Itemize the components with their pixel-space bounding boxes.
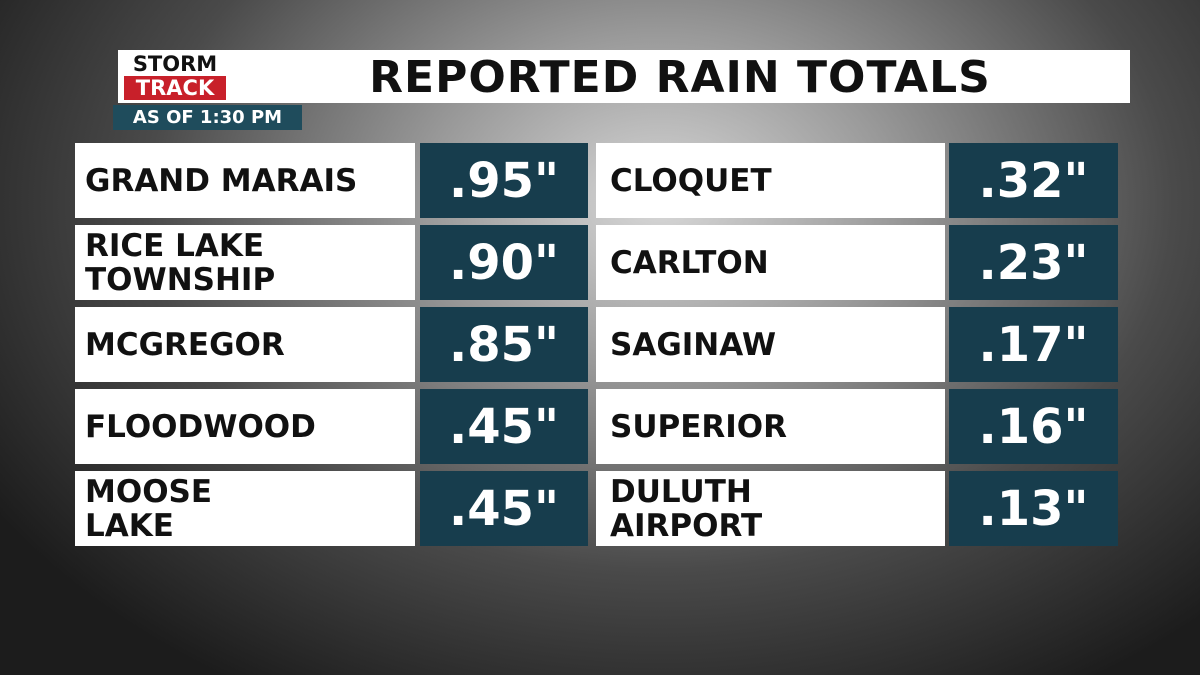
name-line: CLOQUET bbox=[610, 162, 772, 199]
rain-total: .45" bbox=[420, 471, 588, 546]
rain-total: .90" bbox=[420, 225, 588, 300]
rain-total: .85" bbox=[420, 307, 588, 382]
name-line: RICE LAKE bbox=[85, 227, 265, 264]
location-name: MOOSE LAKE bbox=[75, 471, 415, 546]
rain-total: .16" bbox=[949, 389, 1118, 464]
logo-text: STORM bbox=[132, 52, 218, 76]
location-name: CLOQUET bbox=[596, 143, 945, 218]
subtitle: AS OF 1:30 PM bbox=[113, 105, 302, 130]
name-line: MOOSE bbox=[85, 473, 213, 510]
name-line: TOWNSHIP bbox=[85, 261, 276, 298]
rain-total: .17" bbox=[949, 307, 1118, 382]
rain-total: .95" bbox=[420, 143, 588, 218]
logo-text: TRACK bbox=[124, 76, 226, 100]
logo: STORM TRACK bbox=[118, 50, 232, 103]
name-line: DULUTH bbox=[610, 473, 752, 510]
location-name: SAGINAW bbox=[596, 307, 945, 382]
name-line: GRAND MARAIS bbox=[85, 162, 358, 199]
location-name: FLOODWOOD bbox=[75, 389, 415, 464]
name-line: CARLTON bbox=[610, 244, 769, 281]
location-name: RICE LAKE TOWNSHIP bbox=[75, 225, 415, 300]
rain-total: .23" bbox=[949, 225, 1118, 300]
rain-total: .45" bbox=[420, 389, 588, 464]
location-name: GRAND MARAIS bbox=[75, 143, 415, 218]
rain-total: .13" bbox=[949, 471, 1118, 546]
name-line: LAKE bbox=[85, 507, 174, 544]
location-name: SUPERIOR bbox=[596, 389, 945, 464]
name-line: FLOODWOOD bbox=[85, 408, 316, 445]
location-name: DULUTH AIRPORT bbox=[596, 471, 945, 546]
name-line: MCGREGOR bbox=[85, 326, 285, 363]
name-line: AIRPORT bbox=[610, 507, 763, 544]
location-name: CARLTON bbox=[596, 225, 945, 300]
name-line: SUPERIOR bbox=[610, 408, 788, 445]
rain-total: .32" bbox=[949, 143, 1118, 218]
title-bar bbox=[118, 50, 1130, 103]
title: REPORTED RAIN TOTALS bbox=[369, 52, 991, 103]
location-name: MCGREGOR bbox=[75, 307, 415, 382]
name-line: SAGINAW bbox=[610, 326, 777, 363]
